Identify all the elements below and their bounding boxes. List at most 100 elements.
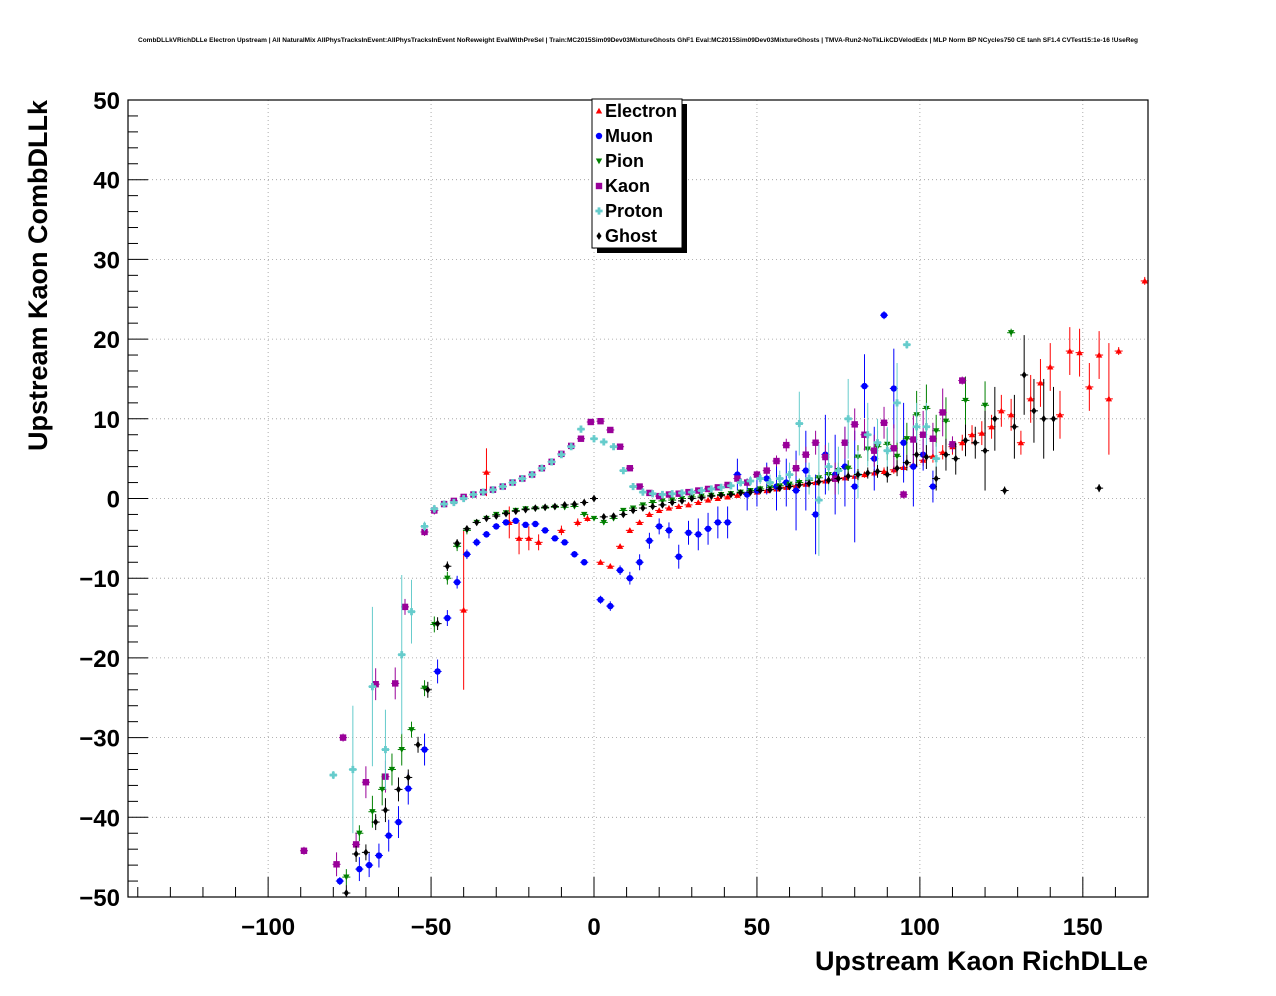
ghost-point <box>659 501 666 509</box>
proton-point <box>717 483 725 491</box>
kaon-point <box>763 467 770 474</box>
proton-point <box>420 522 429 530</box>
proton-point <box>479 488 487 496</box>
kaon-point <box>626 465 634 472</box>
ghost-point <box>767 485 773 494</box>
ghost-point <box>343 889 349 897</box>
muon-point <box>581 559 588 566</box>
muon-point <box>714 519 722 526</box>
muon-point <box>675 553 682 560</box>
muon-point <box>512 517 519 525</box>
kaon-point <box>802 451 810 458</box>
x-axis-title: Upstream Kaon RichDLLe <box>815 946 1148 976</box>
proton-point <box>913 423 921 431</box>
ghost-point <box>943 450 949 459</box>
proton-point <box>508 478 517 487</box>
muon-point <box>704 525 712 532</box>
muon-point <box>365 861 373 869</box>
ghost-point <box>382 806 389 814</box>
muon-point <box>763 475 770 482</box>
legend-pion-label: Pion <box>605 151 644 171</box>
pion-point <box>893 453 901 460</box>
proton-point <box>658 490 667 499</box>
proton-point <box>430 505 438 513</box>
proton-point <box>398 651 406 659</box>
ghost-point <box>435 619 441 628</box>
ghost-point <box>874 467 881 476</box>
proton-point <box>600 438 608 446</box>
muon-point <box>434 668 441 675</box>
ghost-point <box>992 414 998 423</box>
proton-point <box>450 498 458 507</box>
muon-point <box>812 511 819 518</box>
proton-point <box>548 458 556 466</box>
kaon-point <box>851 421 858 428</box>
electron-point <box>626 527 634 533</box>
proton-point <box>381 745 390 754</box>
electron-point <box>724 493 731 500</box>
electron-point <box>636 519 643 525</box>
muon-point <box>502 519 510 526</box>
legend-ghost-marker <box>596 232 602 240</box>
proton-point <box>609 443 618 451</box>
proton-point <box>844 415 852 423</box>
electron-point <box>714 495 722 502</box>
electron-point <box>1105 395 1113 402</box>
kaon-point <box>333 861 340 868</box>
ghost-point <box>581 498 587 507</box>
proton-point <box>518 474 526 483</box>
kaon-point <box>636 483 643 490</box>
kaon-point <box>352 841 360 848</box>
y-tick-label: −30 <box>79 726 120 753</box>
electron-point <box>655 507 663 514</box>
ghost-point <box>1050 414 1057 423</box>
kaon-point <box>753 471 761 478</box>
electron-point <box>1095 351 1103 358</box>
proton-point <box>590 435 598 443</box>
muon-point <box>890 385 898 392</box>
proton-point <box>697 486 706 495</box>
proton-point <box>746 477 755 485</box>
kaon-point <box>910 436 917 443</box>
proton-point <box>619 467 627 475</box>
y-tick-label: −20 <box>79 646 120 673</box>
kaon-point <box>300 847 308 854</box>
ghost-point <box>363 848 369 857</box>
ghost-point <box>698 493 705 502</box>
muon-point <box>473 539 480 546</box>
muon-point <box>851 483 858 490</box>
ghost-point <box>493 512 499 520</box>
kaon-point <box>597 417 604 425</box>
proton-point <box>440 500 448 508</box>
legend-muon-label: Muon <box>605 126 653 146</box>
electron-point <box>1141 277 1148 284</box>
proton-point <box>639 488 647 496</box>
pion-point <box>444 575 451 582</box>
electron-point <box>1007 411 1015 418</box>
kaon-point <box>401 603 409 611</box>
electron-point <box>1027 395 1034 402</box>
kaon-point <box>339 734 347 741</box>
ghost-point <box>845 472 851 481</box>
electron-point <box>597 559 604 565</box>
ghost-point <box>816 477 822 486</box>
legend-pion-marker <box>595 158 603 165</box>
ghost-point <box>786 482 793 491</box>
ghost-point <box>532 504 538 512</box>
ghost-point <box>571 500 578 508</box>
pion-point <box>962 397 969 404</box>
proton-point <box>756 474 764 483</box>
ghost-point <box>591 494 597 503</box>
legend: Electron Muon Pion Kaon Proton Ghost <box>591 98 687 253</box>
x-tick-label: 150 <box>1063 914 1103 941</box>
proton-point <box>460 494 468 503</box>
electron-point <box>574 519 581 525</box>
pion-point <box>981 402 989 409</box>
proton-point <box>489 486 497 494</box>
kaon-point <box>812 439 819 446</box>
y-tick-labels: −50 −40 −30 −20 −10 0 10 20 30 40 50 <box>79 88 120 912</box>
electron-point <box>1047 363 1054 370</box>
electron-point <box>460 606 467 613</box>
muon-point <box>532 520 539 528</box>
muon-point <box>685 529 692 536</box>
